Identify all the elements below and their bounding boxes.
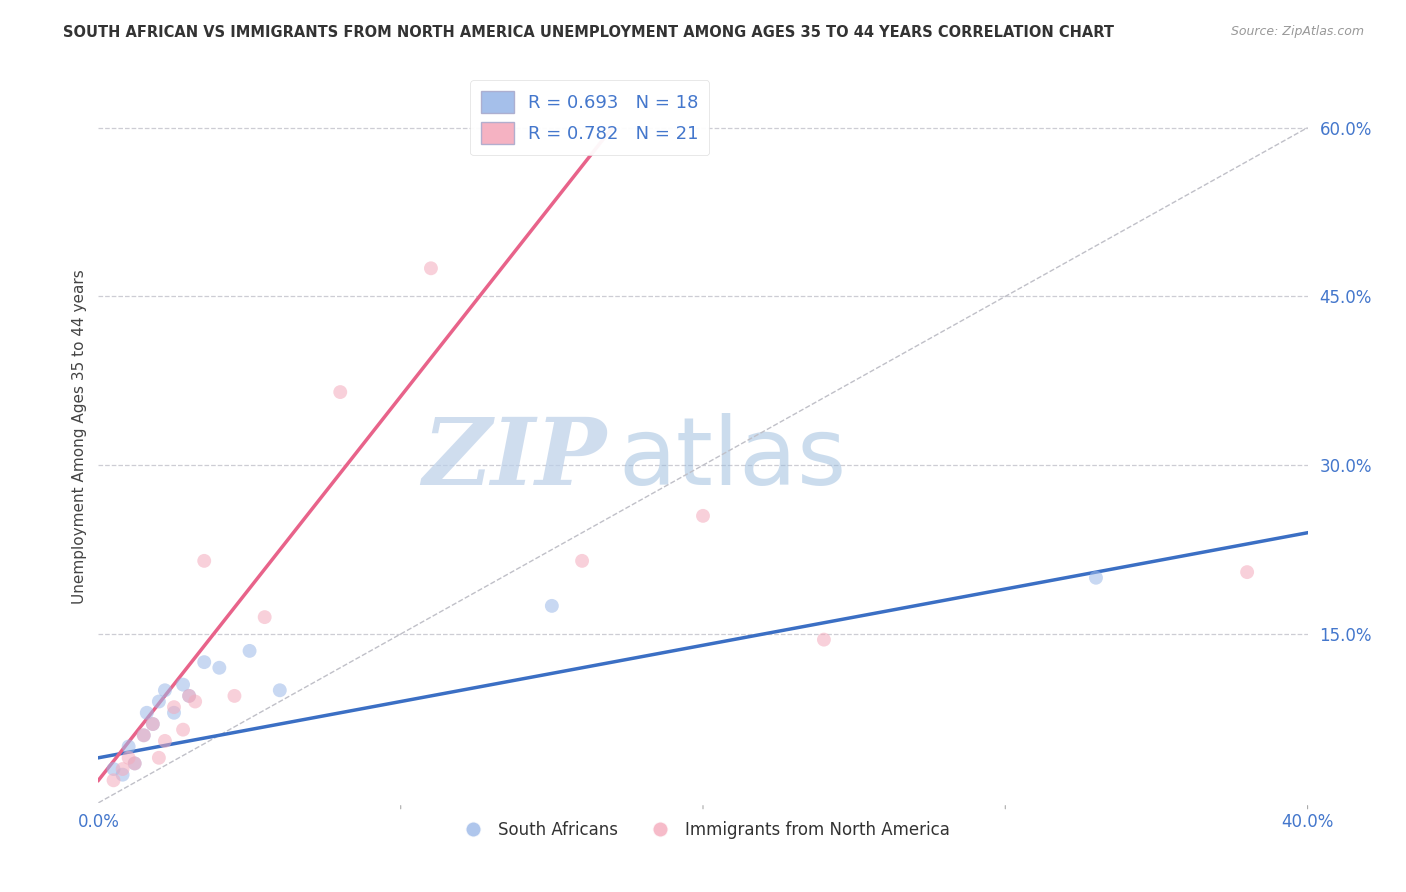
Point xyxy=(142,717,165,731)
Point xyxy=(692,508,714,523)
Point xyxy=(118,739,141,754)
Point xyxy=(132,728,155,742)
Point xyxy=(193,655,215,669)
Point xyxy=(540,599,562,613)
Y-axis label: Unemployment Among Ages 35 to 44 years: Unemployment Among Ages 35 to 44 years xyxy=(72,269,87,605)
Point xyxy=(111,762,134,776)
Point xyxy=(253,610,276,624)
Point xyxy=(124,756,146,771)
Point xyxy=(813,632,835,647)
Point xyxy=(1085,571,1108,585)
Text: Source: ZipAtlas.com: Source: ZipAtlas.com xyxy=(1230,25,1364,38)
Point xyxy=(153,683,176,698)
Point xyxy=(132,728,155,742)
Point xyxy=(111,767,134,781)
Point xyxy=(239,644,262,658)
Point xyxy=(571,554,593,568)
Text: SOUTH AFRICAN VS IMMIGRANTS FROM NORTH AMERICA UNEMPLOYMENT AMONG AGES 35 TO 44 : SOUTH AFRICAN VS IMMIGRANTS FROM NORTH A… xyxy=(63,25,1115,40)
Point xyxy=(148,751,170,765)
Point xyxy=(420,261,443,276)
Point xyxy=(103,762,125,776)
Point xyxy=(153,734,176,748)
Point xyxy=(208,661,231,675)
Point xyxy=(184,694,207,708)
Point xyxy=(329,385,352,400)
Point xyxy=(1236,565,1258,579)
Point xyxy=(148,694,170,708)
Point xyxy=(163,706,186,720)
Point xyxy=(269,683,291,698)
Point xyxy=(179,689,201,703)
Point xyxy=(142,717,165,731)
Point xyxy=(135,706,157,720)
Point xyxy=(103,773,125,788)
Point xyxy=(163,700,186,714)
Point xyxy=(172,723,194,737)
Text: ZIP: ZIP xyxy=(422,414,606,504)
Point xyxy=(124,756,146,771)
Point xyxy=(193,554,215,568)
Point xyxy=(179,689,201,703)
Text: atlas: atlas xyxy=(619,413,846,505)
Point xyxy=(172,678,194,692)
Point xyxy=(118,751,141,765)
Legend: South Africans, Immigrants from North America: South Africans, Immigrants from North Am… xyxy=(450,814,956,846)
Point xyxy=(224,689,246,703)
